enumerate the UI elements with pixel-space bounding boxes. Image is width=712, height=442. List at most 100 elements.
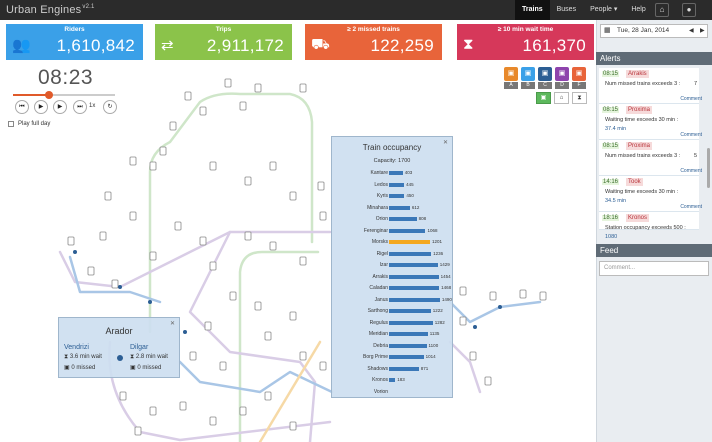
hourglass-icon: ⧗ <box>463 36 474 53</box>
occupancy-row[interactable]: Meridian 1135 <box>332 330 454 338</box>
speed-label[interactable]: 1x <box>89 103 96 109</box>
alert-item[interactable]: 08:15 Proxima Num missed trains exceeds 3 … <box>599 140 702 176</box>
alert-time: 08:15 <box>602 107 620 113</box>
train-view-button[interactable]: ▣ <box>536 92 551 104</box>
occupancy-value: 1014 <box>425 354 436 359</box>
wait-view-button[interactable]: ⧗ <box>572 92 587 104</box>
comment-link[interactable]: Comment <box>680 132 702 138</box>
trips-icon: ⇄ <box>161 37 174 54</box>
alert-time: 14:16 <box>602 179 620 185</box>
occupancy-row[interactable]: Kantare 403 <box>332 169 454 177</box>
alert-station[interactable]: Proxima <box>626 142 653 150</box>
app-version: v2.1 <box>82 4 95 11</box>
occupancy-row[interactable]: Kyris 450 <box>332 192 454 200</box>
occupancy-row[interactable]: Orion 808 <box>332 215 454 223</box>
train-icon: ▣ <box>507 70 515 77</box>
feed-header: Feed <box>596 244 712 257</box>
time-slider[interactable] <box>13 91 115 99</box>
orange-line-track <box>258 340 322 442</box>
station-right-name[interactable]: Dilgar <box>130 344 149 351</box>
alert-item[interactable]: 08:15 Arrakis Num missed trains exceeds 3 … <box>599 68 702 104</box>
feed-comment-input[interactable]: Comment... <box>599 261 709 276</box>
tab-buses[interactable]: Buses <box>556 6 577 13</box>
prev-date-icon[interactable]: ◀ <box>689 28 694 34</box>
occupancy-row[interactable]: Arrakis 1454 <box>332 273 454 281</box>
train-markers <box>67 78 547 436</box>
occupancy-row[interactable]: Morsks 1201 <box>332 238 454 246</box>
occupancy-value: 1201 <box>431 239 442 244</box>
mode-f-button[interactable]: ▣ <box>572 67 586 81</box>
occupancy-row-name: Regulus <box>369 319 388 326</box>
comment-link[interactable]: Comment <box>680 96 702 102</box>
date-picker[interactable]: ▦ Tue, 28 Jan, 2014 ◀ ▶ <box>600 24 708 38</box>
occupancy-bar <box>389 332 428 336</box>
occupancy-row[interactable]: Vorion <box>332 388 454 396</box>
kpi-riders-label: Riders <box>64 26 85 33</box>
station-left-missed-text: 0 missed <box>71 365 96 371</box>
tab-trains[interactable]: Trains <box>515 0 550 20</box>
occupancy-row[interactable]: Izar 1429 <box>332 261 454 269</box>
occupancy-row-name: Kyris <box>376 193 388 199</box>
play-button[interactable]: ▶ <box>34 100 48 114</box>
blue-line-track-3 <box>448 300 542 324</box>
station-right-wait: ⧗ 2.8 min wait <box>130 354 168 361</box>
alert-station[interactable]: Kronos <box>626 214 650 222</box>
occupancy-row[interactable]: Kronos 183 <box>332 376 454 384</box>
occupancy-row[interactable]: Borg Prime 1014 <box>332 353 454 361</box>
station-view-button[interactable]: ⌂ <box>554 92 569 104</box>
tab-help[interactable]: Help <box>631 6 646 13</box>
riders-icon: 👥 <box>12 37 31 54</box>
alert-value: 1080 <box>605 234 618 240</box>
alerts-header: Alerts <box>596 52 712 65</box>
occupancy-row[interactable]: Sarthong 1222 <box>332 307 454 315</box>
mode-c-button[interactable]: ▣ <box>538 67 552 81</box>
occupancy-row[interactable]: Shadows 871 <box>332 365 454 373</box>
fast-forward-button[interactable]: ⏭ <box>73 100 87 114</box>
alerts-scrollbar[interactable] <box>707 148 710 188</box>
station-popup: ✕ Arador Vendrizi ⧗ 3.6 min wait ▣ 0 mis… <box>58 317 180 378</box>
time-slider-handle[interactable] <box>44 91 53 99</box>
tab-people[interactable]: People ▾ <box>583 0 624 20</box>
occupancy-row[interactable]: Regulus 1282 <box>332 319 454 327</box>
alert-item[interactable]: 08:15 Proxima Waiting time exceeds 30 min … <box>599 104 702 140</box>
play-full-day-checkbox[interactable] <box>8 121 14 127</box>
close-icon[interactable]: ✕ <box>169 321 175 327</box>
mode-a-button[interactable]: ▣ <box>504 67 518 81</box>
rewind-icon: ⏮ <box>19 104 25 110</box>
alert-station[interactable]: Arrakis <box>626 70 649 78</box>
train-icon: ▣ <box>64 365 70 371</box>
close-icon[interactable]: ✕ <box>442 140 448 146</box>
alert-item[interactable]: 14:16 Took Waiting time exceeds 30 min : 34… <box>599 176 702 212</box>
mode-b-button[interactable]: ▣ <box>521 67 535 81</box>
occupancy-row[interactable]: Ledos 445 <box>332 181 454 189</box>
occupancy-row[interactable]: Ferenginar 1068 <box>332 227 454 235</box>
kpi-wait-label: ≥ 10 min wait time <box>497 26 554 33</box>
reset-button[interactable]: ↻ <box>103 100 117 114</box>
mode-d-button[interactable]: ▣ <box>555 67 569 81</box>
occupancy-row[interactable]: Debria 1100 <box>332 342 454 350</box>
play-full-day-option[interactable]: Play full day <box>8 121 50 127</box>
mode-b-label: B <box>521 82 535 89</box>
occupancy-row[interactable]: Caladan 1468 <box>332 284 454 292</box>
home-icon[interactable]: ⌂ <box>655 3 669 17</box>
app-brand[interactable]: Urban Enginesv2.1 <box>6 4 95 16</box>
next-date-icon[interactable]: ▶ <box>700 28 705 34</box>
alert-station[interactable]: Proxima <box>626 106 653 114</box>
occupancy-row[interactable]: Rigel 1236 <box>332 250 454 258</box>
comment-link[interactable]: Comment <box>680 204 702 210</box>
occupancy-bar <box>389 240 430 244</box>
comment-link[interactable]: Comment <box>680 168 702 174</box>
alert-item[interactable]: 18:16 Kronos Station occupancy exceeds 500… <box>599 212 699 240</box>
kpi-wait-time: ≥ 10 min wait time ⧗ 161,370 <box>457 24 594 60</box>
occupancy-row[interactable]: Minahara 612 <box>332 204 454 212</box>
station-title: Arador <box>105 326 133 336</box>
rewind-button[interactable]: ⏮ <box>15 100 29 114</box>
user-icon[interactable]: ● <box>682 3 696 17</box>
station-left-name[interactable]: Vendrizi <box>64 344 89 351</box>
play-fast-button[interactable]: ▶ <box>53 100 67 114</box>
alert-time: 08:15 <box>602 71 620 77</box>
occupancy-bar <box>389 366 419 371</box>
occupancy-row[interactable]: Janus 1490 <box>332 296 454 304</box>
alert-station[interactable]: Took <box>626 178 643 186</box>
occupancy-row-name: Izar <box>379 262 388 268</box>
